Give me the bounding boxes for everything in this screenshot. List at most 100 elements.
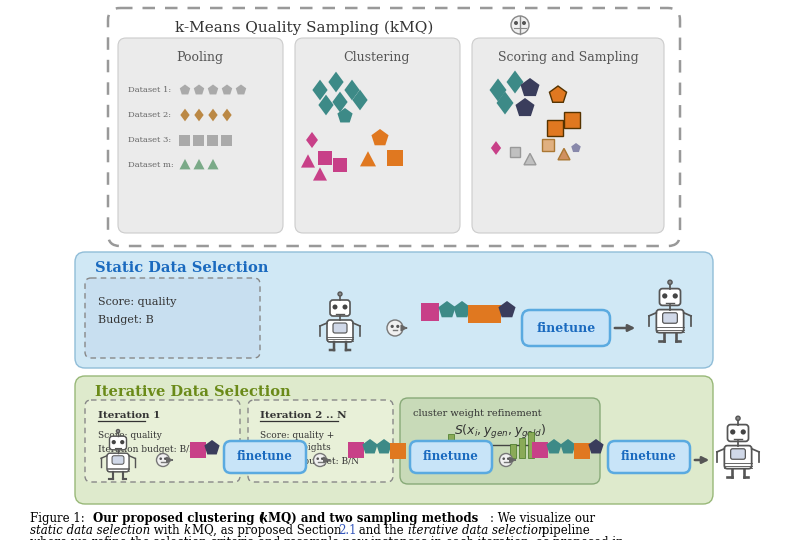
FancyBboxPatch shape <box>327 320 353 342</box>
Bar <box>348 442 364 458</box>
Polygon shape <box>589 439 604 454</box>
Circle shape <box>164 457 166 460</box>
FancyBboxPatch shape <box>727 424 749 441</box>
Polygon shape <box>195 109 203 122</box>
FancyBboxPatch shape <box>608 441 690 473</box>
Bar <box>468 305 486 323</box>
Polygon shape <box>453 301 470 318</box>
Polygon shape <box>546 439 562 454</box>
Text: MQ, as proposed Section: MQ, as proposed Section <box>192 524 345 537</box>
Text: Iteration 2 .. N: Iteration 2 .. N <box>260 410 347 420</box>
Text: Iteration budget: B/N: Iteration budget: B/N <box>98 446 197 455</box>
Text: pipeline: pipeline <box>538 524 589 537</box>
Polygon shape <box>499 301 515 318</box>
Text: cluster weights: cluster weights <box>260 443 331 453</box>
Text: Score: quality: Score: quality <box>98 430 162 440</box>
Bar <box>528 432 534 458</box>
Text: : We visualize our: : We visualize our <box>490 512 595 525</box>
FancyBboxPatch shape <box>472 38 664 233</box>
Text: Score: quality: Score: quality <box>98 297 177 307</box>
Text: 2.1: 2.1 <box>338 524 356 537</box>
Circle shape <box>112 440 116 444</box>
Polygon shape <box>507 71 523 93</box>
FancyBboxPatch shape <box>75 252 713 368</box>
Text: Score: quality +: Score: quality + <box>260 430 334 440</box>
Circle shape <box>159 457 162 460</box>
Polygon shape <box>329 72 344 92</box>
Polygon shape <box>194 84 204 94</box>
Circle shape <box>117 429 120 433</box>
Text: k: k <box>260 512 268 525</box>
Polygon shape <box>521 78 540 96</box>
Text: Static Data Selection: Static Data Selection <box>95 261 269 275</box>
Text: where we refine the selection criteria and resample new instances in each iterat: where we refine the selection criteria a… <box>30 536 623 540</box>
Text: k-Means Quality Sampling (kMQ): k-Means Quality Sampling (kMQ) <box>175 21 433 35</box>
Polygon shape <box>180 159 191 170</box>
Bar <box>221 134 232 145</box>
Text: finetune: finetune <box>537 321 596 334</box>
FancyBboxPatch shape <box>110 436 127 450</box>
Bar <box>430 446 436 458</box>
Text: Pooling: Pooling <box>177 51 224 64</box>
FancyBboxPatch shape <box>248 400 393 482</box>
Polygon shape <box>204 440 220 455</box>
Text: Figure 1:: Figure 1: <box>30 512 88 525</box>
Polygon shape <box>221 84 232 94</box>
Text: k: k <box>184 524 191 537</box>
Text: Budget: B: Budget: B <box>98 315 154 325</box>
Polygon shape <box>360 151 376 166</box>
FancyBboxPatch shape <box>656 309 684 333</box>
Polygon shape <box>180 109 190 122</box>
Circle shape <box>343 305 348 309</box>
Polygon shape <box>438 301 455 318</box>
Polygon shape <box>236 84 246 94</box>
FancyBboxPatch shape <box>295 38 460 233</box>
Polygon shape <box>194 159 205 170</box>
Bar <box>519 438 525 458</box>
Polygon shape <box>377 439 392 454</box>
Text: with: with <box>150 524 184 537</box>
Polygon shape <box>301 154 315 167</box>
Bar <box>510 444 516 458</box>
Text: Dataset 3:: Dataset 3: <box>128 136 171 144</box>
Bar <box>439 440 445 458</box>
Text: finetune: finetune <box>621 450 677 463</box>
Polygon shape <box>558 148 570 160</box>
FancyBboxPatch shape <box>660 288 681 306</box>
FancyBboxPatch shape <box>333 323 347 333</box>
Polygon shape <box>312 79 328 100</box>
Bar <box>180 134 191 145</box>
Bar <box>532 442 548 458</box>
Circle shape <box>120 440 125 444</box>
Text: static data selection: static data selection <box>30 524 151 537</box>
Text: $S(x_i, y_{gen}, y_{gold})$: $S(x_i, y_{gen}, y_{gold})$ <box>454 423 546 441</box>
Circle shape <box>396 325 400 328</box>
Circle shape <box>157 454 169 467</box>
Polygon shape <box>371 129 388 145</box>
FancyBboxPatch shape <box>85 400 240 482</box>
FancyBboxPatch shape <box>85 278 260 358</box>
Text: Scoring and Sampling: Scoring and Sampling <box>498 51 638 64</box>
Text: Dataset 2:: Dataset 2: <box>128 111 171 119</box>
FancyBboxPatch shape <box>663 313 678 323</box>
Text: finetune: finetune <box>423 450 479 463</box>
Bar <box>194 134 205 145</box>
Bar <box>510 147 520 157</box>
Circle shape <box>338 292 342 296</box>
Polygon shape <box>362 439 377 454</box>
Polygon shape <box>208 109 217 122</box>
Polygon shape <box>337 108 352 123</box>
Bar <box>333 158 347 172</box>
Polygon shape <box>207 159 218 170</box>
Bar <box>564 112 580 128</box>
Bar <box>190 442 206 458</box>
Polygon shape <box>318 94 333 116</box>
Bar <box>574 443 590 459</box>
FancyBboxPatch shape <box>410 441 492 473</box>
Polygon shape <box>222 109 232 122</box>
Bar <box>390 443 406 459</box>
Bar <box>421 303 439 321</box>
Text: MQ) and two sampling methods: MQ) and two sampling methods <box>268 512 478 525</box>
Circle shape <box>522 21 526 25</box>
Polygon shape <box>313 167 327 180</box>
